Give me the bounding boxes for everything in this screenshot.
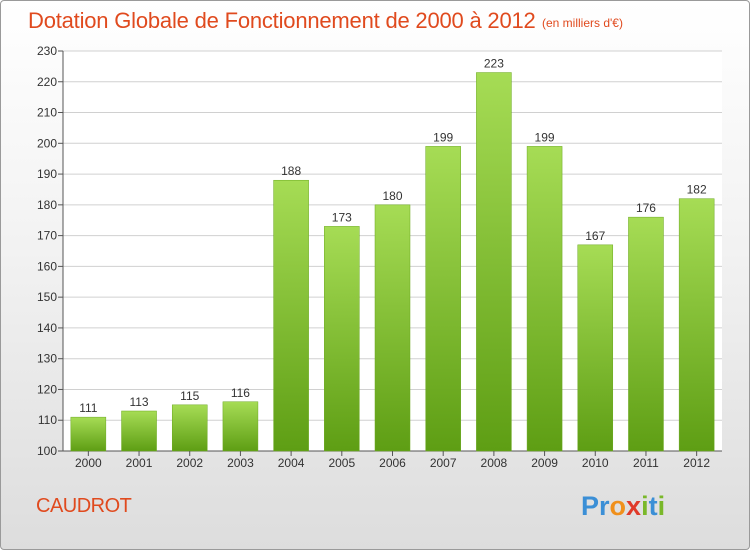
x-tick-label: 2001 (126, 456, 153, 470)
logo-letter: i (641, 491, 649, 521)
bar (70, 416, 107, 452)
bar-value-label: 167 (585, 229, 605, 243)
bar-value-label: 199 (433, 130, 453, 144)
bar-value-label: 180 (382, 189, 402, 203)
logo-letter: t (648, 491, 658, 521)
y-tick-label: 210 (37, 106, 57, 120)
x-tick-label: 2007 (430, 456, 457, 470)
y-tick-label: 100 (37, 444, 57, 458)
y-tick-label: 120 (37, 382, 57, 396)
bar (171, 404, 208, 452)
chart-title: Dotation Globale de Fonctionnement de 20… (28, 8, 536, 33)
bar (678, 198, 715, 452)
y-tick-label: 230 (37, 44, 57, 58)
x-tick-label: 2005 (328, 456, 355, 470)
y-tick-label: 110 (38, 413, 57, 427)
bar (628, 216, 664, 452)
bar (577, 244, 614, 452)
bar-value-label: 199 (535, 130, 555, 144)
bar-value-label: 173 (332, 210, 352, 224)
bar-value-label: 182 (687, 183, 707, 197)
bar-value-label: 116 (231, 386, 250, 400)
bar (476, 72, 512, 452)
unit-note: (en milliers d'€) (542, 16, 623, 30)
y-tick-label: 140 (37, 321, 57, 335)
logo-letter: x (626, 491, 642, 521)
x-tick-label: 2012 (683, 456, 710, 470)
bar (425, 146, 461, 452)
bar (222, 401, 259, 452)
bar (121, 410, 157, 452)
y-tick-label: 150 (37, 290, 57, 304)
x-tick-label: 2011 (633, 456, 659, 470)
bar-value-label: 223 (484, 57, 504, 71)
logo-letter: P (581, 491, 600, 521)
x-tick-label: 2008 (481, 456, 508, 470)
bar-value-label: 188 (281, 164, 301, 178)
bar-value-label: 115 (180, 389, 199, 403)
y-tick-label: 170 (37, 229, 57, 243)
x-tick-label: 2000 (75, 456, 102, 470)
bar-value-label: 111 (79, 401, 98, 415)
x-tick-label: 2010 (582, 456, 609, 470)
logo-letter: r (599, 491, 610, 521)
x-tick-label: 2003 (227, 456, 254, 470)
proxiti-logo: Proxiti (581, 491, 665, 522)
bar (526, 146, 563, 452)
logo-letter: i (657, 491, 666, 521)
x-tick-label: 2004 (278, 456, 305, 470)
x-tick-label: 2006 (379, 456, 406, 470)
y-tick-label: 130 (37, 352, 57, 366)
y-tick-label: 200 (37, 136, 57, 150)
y-tick-label: 220 (37, 75, 57, 89)
logo-letter: o (609, 491, 627, 521)
bar-value-label: 113 (129, 395, 148, 409)
y-tick-label: 180 (37, 198, 57, 212)
bar (273, 179, 309, 452)
commune-name: CAUDROT (36, 495, 132, 517)
bar-value-label: 176 (636, 201, 656, 215)
bar (374, 204, 411, 452)
y-tick-label: 160 (37, 259, 57, 273)
y-tick-label: 190 (37, 167, 57, 181)
x-tick-label: 2002 (176, 456, 203, 470)
x-tick-label: 2009 (531, 456, 558, 470)
bar (324, 226, 360, 452)
